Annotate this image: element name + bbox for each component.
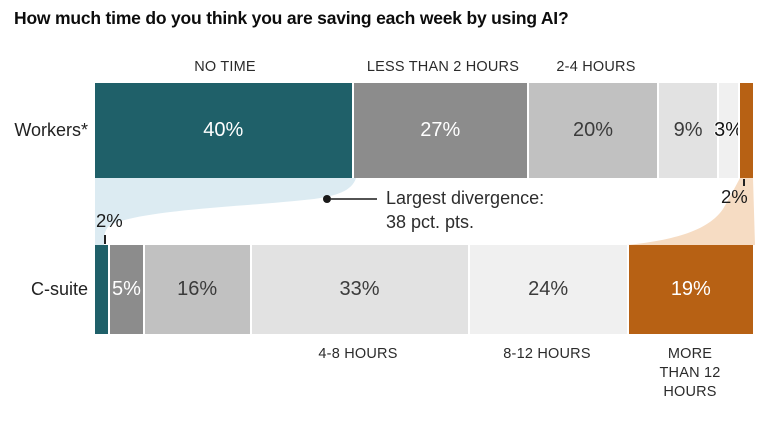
csuite-value-8-12-hours: 24%	[528, 278, 569, 300]
csuite-value-less-than-2-hours: 5%	[112, 278, 141, 300]
csuite-segment-2-4-hours: 16%	[142, 245, 250, 334]
category-label-less-than-2-hours: LESS THAN 2 HOURS	[366, 59, 520, 75]
annotation-text: Largest divergence: 38 pct. pts.	[386, 186, 544, 234]
chart-title: How much time do you think you are savin…	[14, 8, 569, 28]
annotation-line-2: 38 pct. pts.	[386, 212, 475, 232]
csuite-segment-no-time	[95, 245, 109, 334]
orange-flow-ribbon	[627, 178, 755, 245]
row-label-csuite: C-suite	[30, 279, 88, 299]
csuite-value-4-8-hours: 33%	[339, 278, 380, 300]
workers-bar: 40% 27% 20% 9% 3%	[95, 83, 754, 178]
workers-value-4-8-hours: 9%	[673, 119, 703, 141]
workers-segment-no-time: 40%	[95, 83, 352, 178]
workers-segment-less-than-2-hours: 27%	[351, 83, 527, 178]
workers-value-no-time: 40%	[203, 119, 244, 141]
csuite-no-time-tick	[104, 235, 106, 244]
workers-segment-8-12-hours: 3%	[714, 83, 743, 178]
row-label-workers: Workers*	[14, 120, 88, 140]
workers-value-2-4-hours: 20%	[573, 119, 614, 141]
workers-segment-more-than-12-hours	[738, 83, 754, 178]
csuite-value-2-4-hours: 16%	[177, 278, 218, 300]
workers-segment-2-4-hours: 20%	[526, 83, 658, 178]
csuite-no-time-outside-label: 2%	[96, 210, 123, 231]
csuite-segment-8-12-hours: 24%	[467, 245, 627, 334]
csuite-value-more-than-12-hours: 19%	[670, 278, 711, 300]
category-label-8-12-hours: 8-12 HOURS	[503, 346, 591, 362]
teal-flow-ribbon	[95, 178, 356, 245]
workers-more-than-12-outside-label: 2%	[721, 186, 748, 207]
category-label-2-4-hours: 2-4 HOURS	[556, 59, 636, 75]
workers-value-less-than-2-hours: 27%	[420, 119, 461, 141]
category-label-more-than-12-hours: MORE THAN 12 HOURS	[659, 346, 721, 400]
workers-segment-4-8-hours: 9%	[657, 83, 717, 178]
csuite-bar: 5% 16% 33% 24% 19%	[95, 245, 754, 334]
csuite-segment-less-than-2-hours: 5%	[108, 245, 143, 334]
workers-more-than-12-tick	[743, 179, 745, 186]
csuite-segment-more-than-12-hours: 19%	[626, 245, 754, 334]
annotation-dot	[323, 195, 331, 203]
category-label-no-time: NO TIME	[194, 59, 256, 75]
csuite-segment-4-8-hours: 33%	[249, 245, 468, 334]
flow-ribbons	[95, 178, 755, 245]
annotation-line-1: Largest divergence:	[386, 188, 545, 208]
category-label-4-8-hours: 4-8 HOURS	[318, 346, 398, 362]
workers-value-8-12-hours: 3%	[714, 119, 744, 141]
